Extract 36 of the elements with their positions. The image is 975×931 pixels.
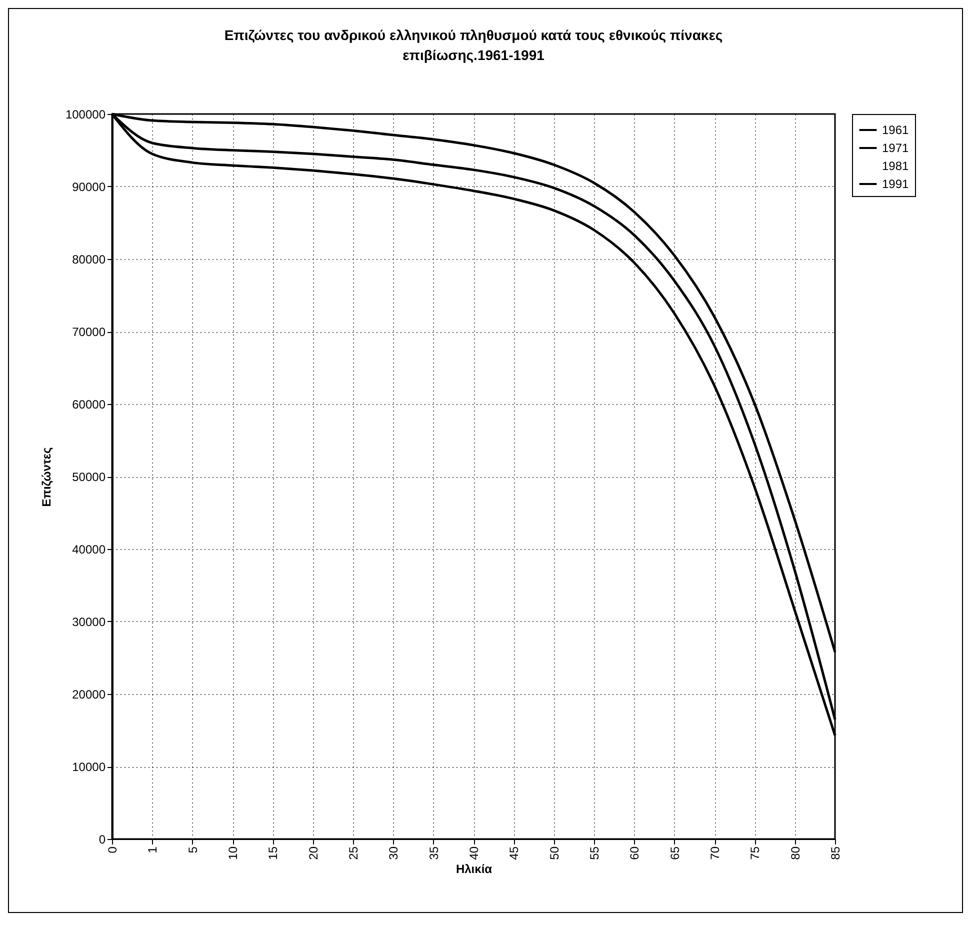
x-tick-label: 60	[628, 846, 642, 860]
x-tick-label: 1	[146, 846, 160, 854]
y-tick-label: 70000	[72, 325, 106, 339]
y-tick-label: 90000	[72, 180, 106, 194]
x-tick-label: 70	[708, 846, 722, 860]
chart-title: Επιζώντες του ανδρικού ελληνικού πληθυσμού κατά τους εθνικούς πίνακες επιβίωσης.1961-1991	[224, 27, 723, 63]
y-tick-label: 60000	[72, 398, 106, 412]
x-tick-label: 10	[226, 846, 240, 860]
legend-label: 1991	[882, 177, 910, 191]
x-tick-label: 20	[306, 846, 320, 860]
y-axis-title: Επιζώντες	[39, 447, 54, 507]
x-tick-label: 45	[507, 846, 522, 860]
legend-label: 1961	[882, 123, 910, 137]
x-tick-label: 0	[106, 846, 120, 854]
x-tick-label: 55	[588, 846, 602, 860]
x-tick-label: 5	[186, 846, 200, 854]
x-tick-label: 65	[668, 846, 682, 860]
x-tick-label: 30	[386, 846, 401, 860]
x-axis-title: Ηλικία	[456, 862, 493, 876]
y-tick-label: 10000	[72, 760, 106, 774]
x-tick-label: 50	[547, 846, 562, 860]
x-tick-label: 35	[426, 846, 441, 860]
x-tick-label: 15	[266, 846, 280, 860]
y-tick-label: 40000	[72, 542, 106, 556]
x-tick-label: 40	[467, 846, 481, 860]
x-tick-label: 80	[788, 846, 802, 860]
text: 1981	[882, 159, 910, 173]
x-tick-label: 75	[748, 846, 762, 860]
x-tick-label: 25	[346, 846, 360, 860]
y-tick-label: 80000	[72, 252, 106, 266]
legend-label: 1971	[882, 141, 910, 155]
y-tick-label: 30000	[72, 615, 106, 629]
y-tick-label: 20000	[72, 688, 106, 702]
x-tick-label: 85	[828, 846, 842, 860]
y-tick-label: 50000	[72, 470, 106, 484]
y-tick-label: 100000	[65, 108, 106, 122]
